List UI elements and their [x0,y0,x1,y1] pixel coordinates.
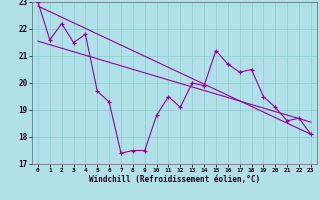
X-axis label: Windchill (Refroidissement éolien,°C): Windchill (Refroidissement éolien,°C) [89,175,260,184]
